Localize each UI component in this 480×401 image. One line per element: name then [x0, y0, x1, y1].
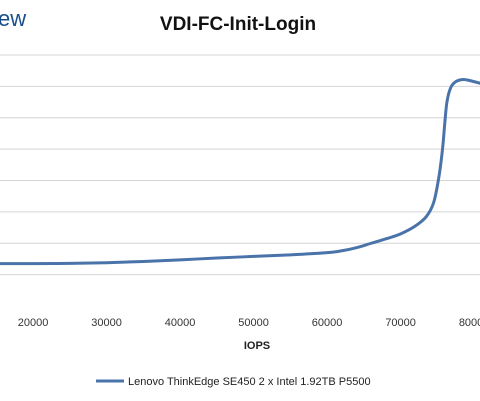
- x-tick-label: 20000: [18, 317, 49, 329]
- x-tick-label: 50000: [238, 317, 269, 329]
- series-line: [0, 77, 480, 266]
- x-axis-label: IOPS: [244, 340, 270, 352]
- gridlines: [0, 54, 480, 276]
- x-tick-labels: 20000 30000 40000 50000 60000 70000 80000: [18, 317, 480, 329]
- x-tick-label: 70000: [385, 317, 416, 329]
- chart-title: VDI-FC-Init-Login: [0, 14, 480, 36]
- x-tick-label: 60000: [312, 317, 343, 329]
- chart-title-text: VDI-FC-Init-Login: [159, 14, 317, 35]
- legend-entry: Lenovo ThinkEdge SE450 2 x Intel 1.92TB …: [128, 376, 371, 388]
- x-tick-label: 30000: [91, 317, 122, 329]
- brand-logo-fragment: ew: [0, 6, 27, 31]
- x-tick-label: 80000: [459, 317, 480, 329]
- x-tick-label: 40000: [165, 317, 196, 329]
